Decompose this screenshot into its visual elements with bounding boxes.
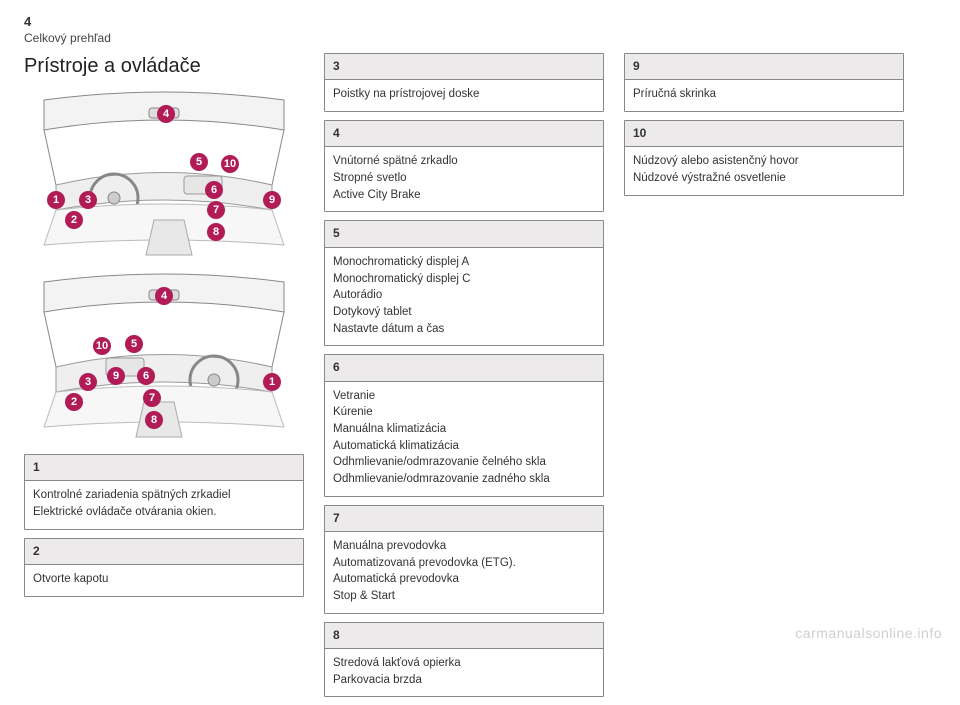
legend-box-2: 2 Otvorte kapotu <box>24 538 304 597</box>
callout-marker-4: 4 <box>157 105 175 123</box>
page-number: 4 <box>24 14 936 29</box>
callout-marker-6: 6 <box>137 367 155 385</box>
legend-box-10-num: 10 <box>625 121 903 147</box>
callout-marker-10: 10 <box>221 155 239 173</box>
watermark: carmanualsonline.info <box>795 625 942 641</box>
legend-box-4-num: 4 <box>325 121 603 147</box>
legend-line: Stredová lakťová opierka <box>333 655 595 672</box>
legend-box-9-body: Príručná skrinka <box>625 80 903 111</box>
legend-line: Príručná skrinka <box>633 86 895 103</box>
legend-box-8: 8 Stredová lakťová opierkaParkovacia brz… <box>324 622 604 698</box>
legend-line: Stropné svetlo <box>333 170 595 187</box>
legend-line: Otvorte kapotu <box>33 571 295 588</box>
legend-line: Odhmlievanie/odmrazovanie čelného skla <box>333 454 595 471</box>
legend-box-7-num: 7 <box>325 506 603 532</box>
legend-line: Manuálna klimatizácia <box>333 421 595 438</box>
column-1: Prístroje a ovládače <box>24 53 304 705</box>
legend-box-1-body: Kontrolné zariadenia spätných zrkadielEl… <box>25 481 303 528</box>
callout-marker-9: 9 <box>107 367 125 385</box>
legend-line: Monochromatický displej C <box>333 271 595 288</box>
legend-box-1: 1 Kontrolné zariadenia spätných zrkadiel… <box>24 454 304 530</box>
legend-box-7-body: Manuálna prevodovkaAutomatizovaná prevod… <box>325 532 603 613</box>
callout-marker-9: 9 <box>263 191 281 209</box>
legend-line: Parkovacia brzda <box>333 672 595 689</box>
legend-box-7: 7 Manuálna prevodovkaAutomatizovaná prev… <box>324 505 604 614</box>
legend-line: Núdzové výstražné osvetlenie <box>633 170 895 187</box>
callout-marker-2: 2 <box>65 393 83 411</box>
callout-marker-7: 7 <box>143 389 161 407</box>
legend-line: Automatická klimatizácia <box>333 438 595 455</box>
callout-marker-8: 8 <box>207 223 225 241</box>
legend-box-10-body: Núdzový alebo asistenčný hovorNúdzové vý… <box>625 147 903 194</box>
callout-marker-5: 5 <box>125 335 143 353</box>
legend-box-4-body: Vnútorné spätné zrkadloStropné svetloAct… <box>325 147 603 211</box>
callout-marker-8: 8 <box>145 411 163 429</box>
legend-box-10: 10 Núdzový alebo asistenčný hovorNúdzové… <box>624 120 904 196</box>
column-2: 3 Poistky na prístrojovej doske 4 Vnútor… <box>324 53 604 705</box>
page-title: Prístroje a ovládače <box>24 55 304 78</box>
legend-line: Autorádio <box>333 287 595 304</box>
legend-box-5-num: 5 <box>325 221 603 247</box>
callout-marker-4: 4 <box>155 287 173 305</box>
callout-marker-5: 5 <box>190 153 208 171</box>
legend-box-8-num: 8 <box>325 623 603 649</box>
legend-line: Kontrolné zariadenia spätných zrkadiel <box>33 487 295 504</box>
legend-line: Stop & Start <box>333 588 595 605</box>
legend-box-9: 9 Príručná skrinka <box>624 53 904 112</box>
callout-marker-10: 10 <box>93 337 111 355</box>
legend-box-8-body: Stredová lakťová opierkaParkovacia brzda <box>325 649 603 696</box>
legend-line: Monochromatický displej A <box>333 254 595 271</box>
legend-box-9-num: 9 <box>625 54 903 80</box>
legend-box-4: 4 Vnútorné spätné zrkadloStropné svetloA… <box>324 120 604 212</box>
legend-line: Odhmlievanie/odmrazovanie zadného skla <box>333 471 595 488</box>
legend-line: Manuálna prevodovka <box>333 538 595 555</box>
callout-marker-3: 3 <box>79 191 97 209</box>
legend-box-6-num: 6 <box>325 355 603 381</box>
callout-marker-7: 7 <box>207 201 225 219</box>
legend-box-3-num: 3 <box>325 54 603 80</box>
legend-box-3-body: Poistky na prístrojovej doske <box>325 80 603 111</box>
callout-marker-1: 1 <box>263 373 281 391</box>
legend-line: Automatická prevodovka <box>333 571 595 588</box>
callout-marker-1: 1 <box>47 191 65 209</box>
legend-box-5: 5 Monochromatický displej AMonochromatic… <box>324 220 604 346</box>
legend-line: Active City Brake <box>333 187 595 204</box>
legend-box-6-body: VetranieKúrenieManuálna klimatizáciaAuto… <box>325 382 603 496</box>
legend-line: Nastavte dátum a čas <box>333 321 595 338</box>
legend-line: Poistky na prístrojovej doske <box>333 86 595 103</box>
legend-box-3: 3 Poistky na prístrojovej doske <box>324 53 604 112</box>
legend-line: Vnútorné spätné zrkadlo <box>333 153 595 170</box>
callout-marker-6: 6 <box>205 181 223 199</box>
legend-box-2-num: 2 <box>25 539 303 565</box>
column-3: 9 Príručná skrinka 10 Núdzový alebo asis… <box>624 53 904 705</box>
callout-marker-2: 2 <box>65 211 83 229</box>
legend-box-1-num: 1 <box>25 455 303 481</box>
dashboard-diagram-lhd: 4 5 10 13 2 6 7 8 9 <box>34 90 294 258</box>
legend-line: Automatizovaná prevodovka (ETG). <box>333 555 595 572</box>
legend-line: Vetranie <box>333 388 595 405</box>
legend-line: Kúrenie <box>333 404 595 421</box>
legend-line: Núdzový alebo asistenčný hovor <box>633 153 895 170</box>
legend-line: Elektrické ovládače otvárania okien. <box>33 504 295 521</box>
legend-box-5-body: Monochromatický displej AMonochromatický… <box>325 248 603 345</box>
legend-line: Dotykový tablet <box>333 304 595 321</box>
dashboard-diagram-rhd: 4 5 10 1 3 2 96 7 8 <box>34 272 294 440</box>
columns: Prístroje a ovládače <box>24 53 936 705</box>
callout-marker-3: 3 <box>79 373 97 391</box>
legend-box-2-body: Otvorte kapotu <box>25 565 303 596</box>
legend-box-6: 6 VetranieKúrenieManuálna klimatizáciaAu… <box>324 354 604 496</box>
section-name: Celkový prehľad <box>24 31 936 45</box>
